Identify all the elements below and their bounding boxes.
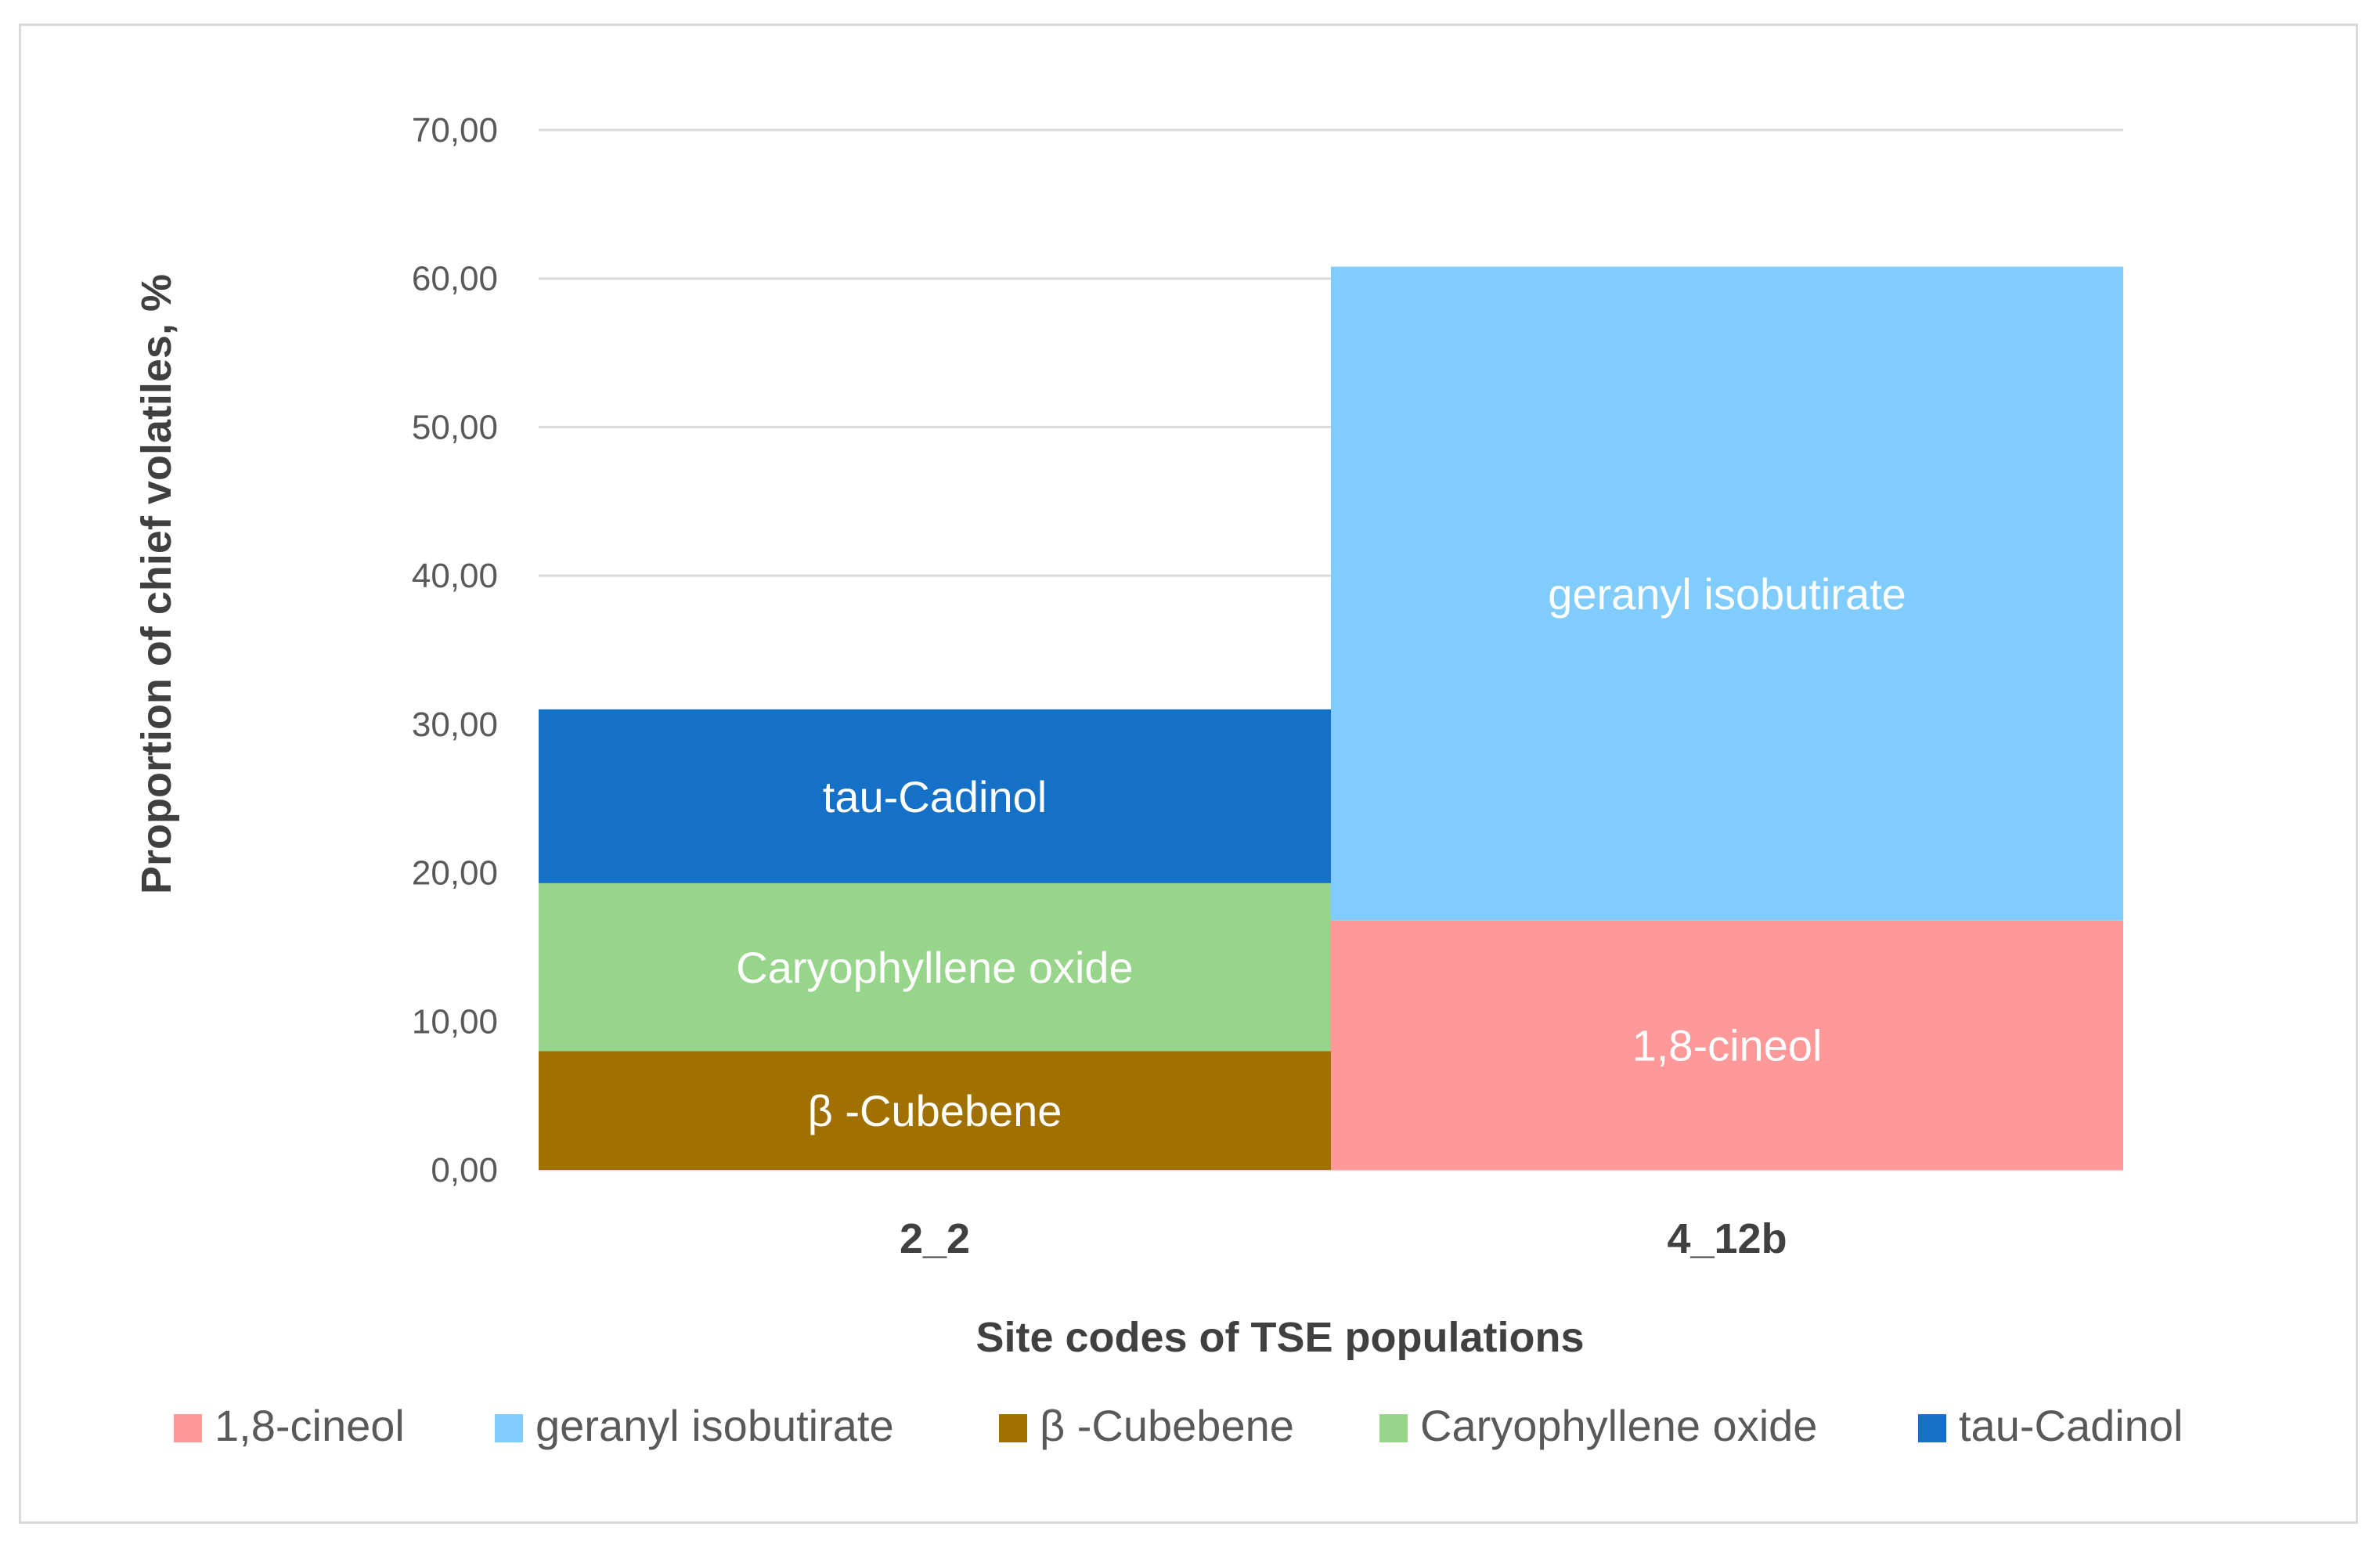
segment-data-label: β -Cubebene xyxy=(808,1086,1062,1135)
legend-label: Caryophyllene oxide xyxy=(1420,1401,1817,1450)
legend-swatch xyxy=(174,1414,202,1442)
bar-segment xyxy=(539,1051,1331,1170)
legend-label: geranyl isobutirate xyxy=(536,1401,894,1450)
x-category-label: 4_12b xyxy=(1667,1215,1787,1262)
bar-segments xyxy=(539,266,2123,1170)
y-tick-label: 30,00 xyxy=(412,706,498,744)
y-tick-label: 40,00 xyxy=(412,557,498,595)
legend: 1,8-cineol geranyl isobutirate β -Cubebene… xyxy=(174,1401,2183,1450)
y-tick-label: 0,00 xyxy=(431,1151,498,1189)
legend-label: tau-Cadinol xyxy=(1959,1401,2183,1450)
segment-labels: β -Cubebene Caryophyllene oxide tau-Cadino… xyxy=(736,569,1906,1135)
legend-label: β -Cubebene xyxy=(1040,1401,1294,1450)
bar-segment xyxy=(1331,266,2123,921)
y-tick-label: 20,00 xyxy=(412,854,498,893)
y-tick-label: 10,00 xyxy=(412,1002,498,1041)
bar-segment xyxy=(1331,920,2123,1170)
y-tick-label: 70,00 xyxy=(412,111,498,150)
bar-segment xyxy=(539,882,1331,1052)
segment-data-label: tau-Cadinol xyxy=(823,772,1047,821)
legend-swatch xyxy=(495,1414,523,1442)
y-tick-label: 60,00 xyxy=(412,260,498,298)
segment-data-label: 1,8-cineol xyxy=(1632,1021,1823,1070)
legend-swatch xyxy=(1918,1414,1946,1442)
y-axis-title: Proportion of chief volatiles, % xyxy=(133,274,180,894)
segment-data-label: geranyl isobutirate xyxy=(1548,569,1906,619)
x-category-label: 2_2 xyxy=(900,1215,970,1262)
segment-data-label: Caryophyllene oxide xyxy=(736,943,1133,992)
legend-swatch xyxy=(1379,1414,1408,1442)
x-axis-title: Site codes of TSE populations xyxy=(975,1314,1584,1361)
y-tick-label: 50,00 xyxy=(412,408,498,446)
bar-segment xyxy=(539,709,1331,883)
y-axis-tick-labels: 0,00 10,00 20,00 30,00 40,00 50,00 60,00 70,00 xyxy=(412,111,498,1189)
legend-swatch xyxy=(999,1414,1027,1442)
legend-label: 1,8-cineol xyxy=(215,1401,405,1450)
x-axis-category-labels: 2_2 4_12b xyxy=(900,1215,1787,1262)
